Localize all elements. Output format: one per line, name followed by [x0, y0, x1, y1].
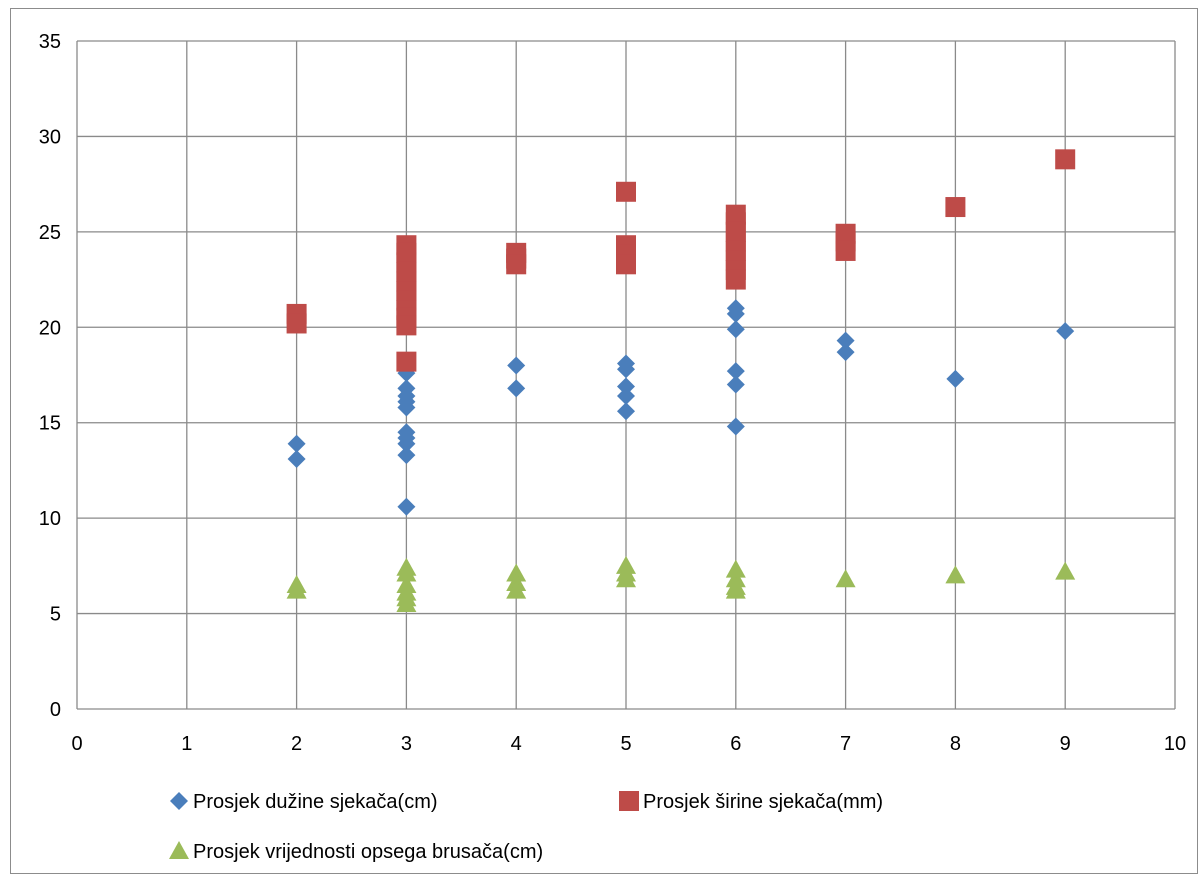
diamond-point: [397, 398, 416, 417]
square-point: [396, 315, 417, 336]
diamond-point: [617, 386, 635, 405]
diamond-point: [287, 434, 306, 453]
diamond-point: [617, 402, 635, 421]
diamond-point: [397, 497, 416, 516]
data-points: [286, 149, 1076, 613]
x-tick-label: 4: [511, 733, 522, 755]
diamond-point: [617, 377, 635, 396]
legend: Prosjek dužine sjekača(cm) Prosjek širine…: [169, 791, 883, 863]
y-tick-label: 15: [39, 413, 61, 435]
diamond-point: [836, 331, 855, 350]
x-tick-label: 1: [181, 733, 192, 755]
triangle-point: [286, 580, 307, 599]
diamond-point: [726, 304, 745, 323]
scatter-chart: 0 5 10 15 20 25 30 35 0 1 2 3 4 5 6 7 8 9 10 Prosjek duži…: [39, 31, 1186, 863]
series-triangle: [286, 555, 1076, 613]
y-tick-label: 10: [39, 508, 61, 530]
x-tick-label: 0: [71, 733, 82, 755]
square-point: [616, 181, 636, 202]
diamond-point: [397, 446, 416, 465]
diamond-point: [726, 417, 745, 436]
x-tick-label: 7: [840, 733, 851, 755]
square-point: [506, 254, 527, 275]
x-tick-label: 6: [730, 733, 741, 755]
triangle-point: [1055, 561, 1076, 580]
square-point: [835, 240, 856, 261]
square-point: [1055, 149, 1076, 170]
y-tick-label: 5: [50, 604, 61, 626]
legend-label: Prosjek dužine sjekača(cm): [193, 791, 438, 813]
diamond-point: [726, 362, 745, 381]
y-tick-label: 20: [39, 317, 61, 339]
x-axis-tick-labels: 0 1 2 3 4 5 6 7 8 9 10: [71, 733, 1186, 755]
x-tick-label: 10: [1164, 733, 1186, 755]
y-tick-label: 35: [39, 31, 61, 53]
square-point: [616, 254, 636, 275]
diamond-point: [507, 356, 526, 375]
x-tick-label: 5: [620, 733, 631, 755]
triangle-point: [396, 563, 417, 582]
diamond-point: [397, 434, 416, 453]
y-tick-label: 25: [39, 222, 61, 244]
diamond-point: [836, 343, 855, 362]
triangle-point: [725, 580, 746, 599]
legend-label: Prosjek vrijednosti opsega brusača(cm): [193, 841, 543, 863]
diamond-point: [726, 320, 745, 339]
x-tick-label: 3: [401, 733, 412, 755]
diamond-point: [1056, 322, 1075, 341]
triangle-point: [835, 569, 856, 588]
triangle-point: [725, 559, 746, 578]
square-point: [396, 351, 417, 372]
diamond-point: [946, 369, 965, 388]
y-axis-tick-labels: 0 5 10 15 20 25 30 35: [39, 31, 61, 721]
triangle-point: [396, 594, 417, 613]
diamond-point: [287, 449, 306, 468]
legend-marker-triangle: [169, 841, 189, 859]
chart-frame: 0 5 10 15 20 25 30 35 0 1 2 3 4 5 6 7 8 9 10 Prosjek duži…: [10, 8, 1198, 874]
triangle-point: [616, 569, 636, 588]
y-tick-label: 30: [39, 126, 61, 148]
triangle-point: [506, 563, 527, 582]
y-tick-label: 0: [50, 699, 61, 721]
diamond-point: [726, 375, 745, 394]
legend-marker-diamond: [170, 792, 188, 810]
legend-marker-square: [619, 791, 639, 811]
diamond-point: [617, 360, 635, 379]
triangle-point: [506, 580, 527, 599]
legend-label: Prosjek širine sjekača(mm): [643, 791, 883, 813]
x-tick-label: 2: [291, 733, 302, 755]
x-tick-label: 8: [950, 733, 961, 755]
x-tick-label: 9: [1060, 733, 1071, 755]
square-point: [725, 269, 746, 290]
square-point: [945, 197, 966, 218]
triangle-point: [945, 565, 966, 584]
square-point: [286, 313, 307, 334]
diamond-point: [507, 379, 526, 398]
series-square: [286, 149, 1076, 372]
